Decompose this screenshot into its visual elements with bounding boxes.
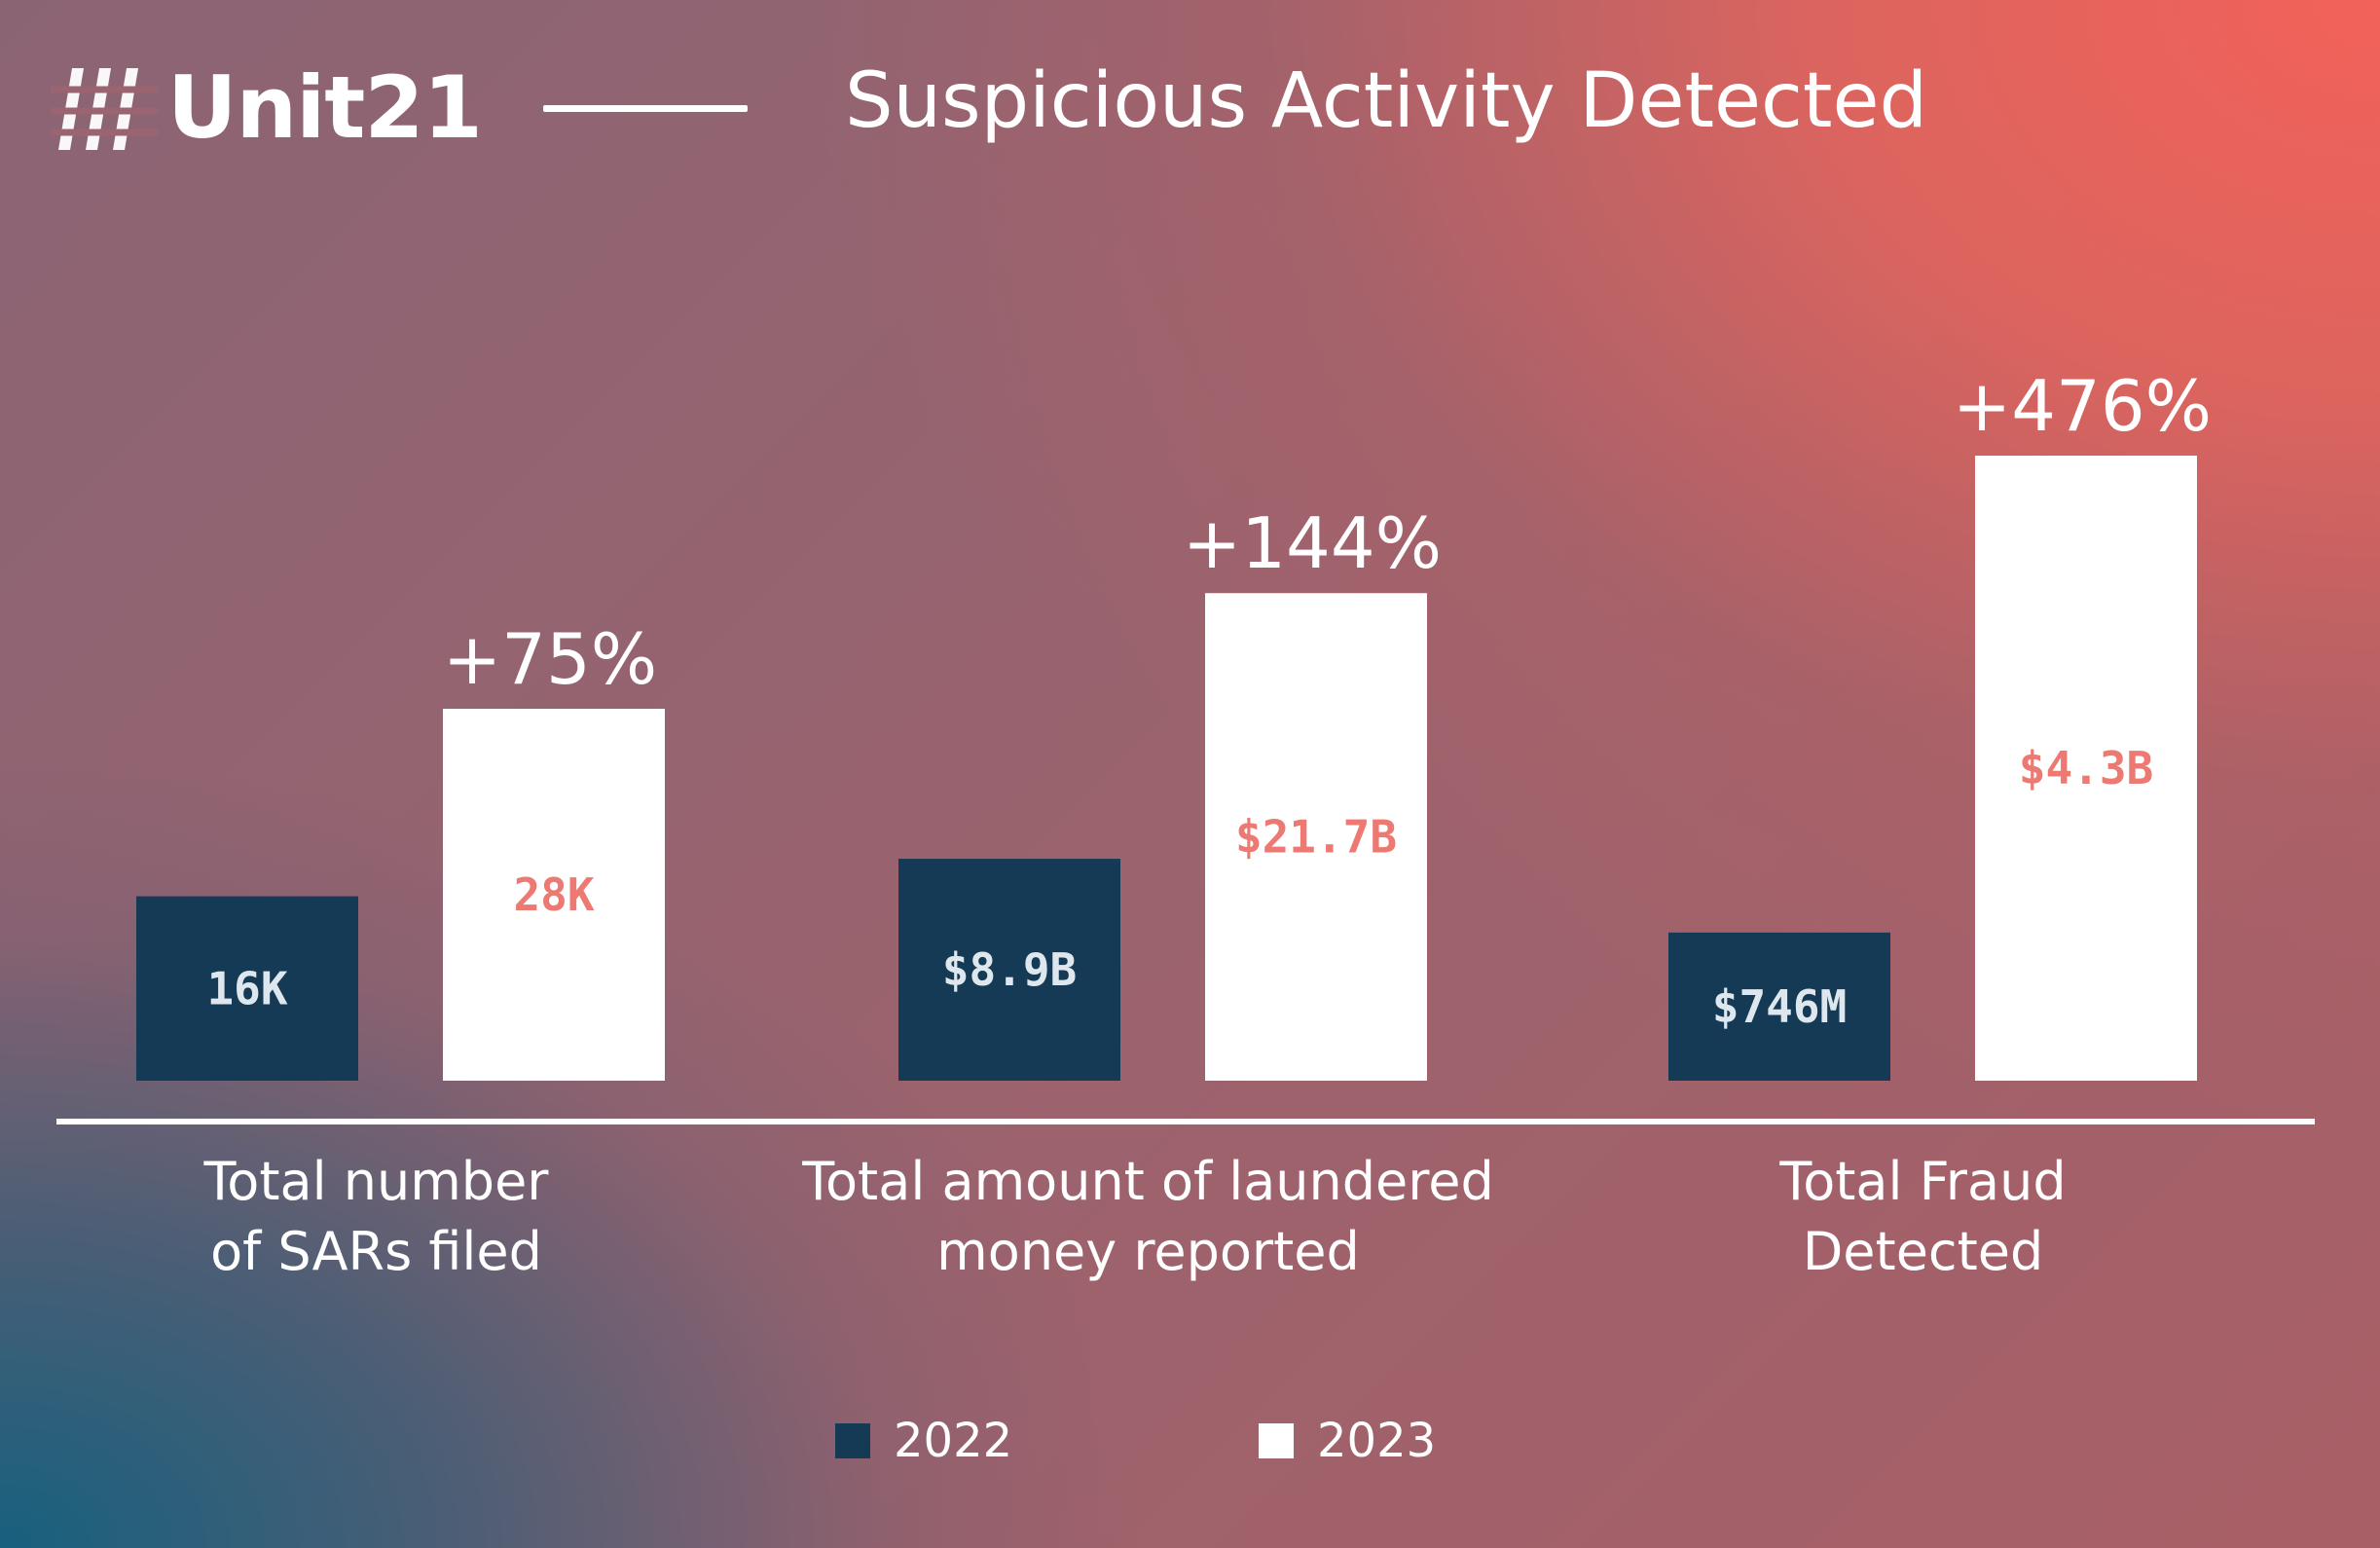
- bars-group: [136, 456, 2197, 1081]
- category-label-3-line-2: Detected: [1803, 1221, 2044, 1282]
- legend: 2022 2023: [0, 1402, 2380, 1480]
- change-annotation-2: +144%: [1183, 502, 1442, 584]
- change-annotation-3: +476%: [1953, 365, 2212, 447]
- value-label-2022-3: $746M: [1712, 980, 1847, 1033]
- page-title: Suspicious Activity Detected: [845, 57, 1927, 145]
- category-label-1-line-2: of SARs filed: [210, 1221, 542, 1282]
- legend-label-2022: 2022: [894, 1414, 1013, 1468]
- category-labels-group: Total number of SARs filed Total amount of…: [202, 1151, 2066, 1282]
- logo: Unit21: [51, 51, 483, 167]
- category-label-2-line-2: money reported: [936, 1221, 1360, 1282]
- bar-2022-1: [136, 896, 358, 1081]
- legend-swatch-2022: [835, 1423, 870, 1458]
- bar-2022-3: [1668, 932, 1890, 1081]
- legend-item-2022: 2022: [835, 1402, 1012, 1480]
- category-label-2-line-1: Total amount of laundered: [801, 1151, 1494, 1212]
- value-labels-group: 16K 28K $8.9B $21.7B $746M $4.3B: [206, 742, 2153, 1033]
- legend-swatch-2023: [1259, 1423, 1294, 1458]
- header: Unit21 Suspicious Activity Detected: [0, 0, 2380, 214]
- legend-label-2023: 2023: [1317, 1414, 1437, 1468]
- value-label-2023-2: $21.7B: [1235, 811, 1397, 864]
- slash-logo-icon: [51, 68, 158, 150]
- category-label-1-line-1: Total number: [202, 1151, 549, 1212]
- bar-2023-2: [1205, 593, 1427, 1081]
- legend-item-2023: 2023: [1259, 1402, 1436, 1480]
- logo-text: Unit21: [167, 57, 483, 158]
- value-label-2023-1: 28K: [513, 868, 594, 921]
- category-label-3-line-1: Total Fraud: [1778, 1151, 2066, 1212]
- bar-2023-3: [1975, 456, 2197, 1081]
- bar-2023-1: [443, 709, 665, 1081]
- change-annotation-1: +75%: [443, 618, 657, 700]
- annotations-group: +75% +144% +476%: [443, 365, 2212, 700]
- value-label-2023-3: $4.3B: [2019, 742, 2153, 794]
- value-label-2022-2: $8.9B: [942, 943, 1077, 996]
- title-divider: [543, 105, 748, 112]
- bar-2022-2: [898, 859, 1120, 1081]
- value-label-2022-1: 16K: [206, 962, 287, 1014]
